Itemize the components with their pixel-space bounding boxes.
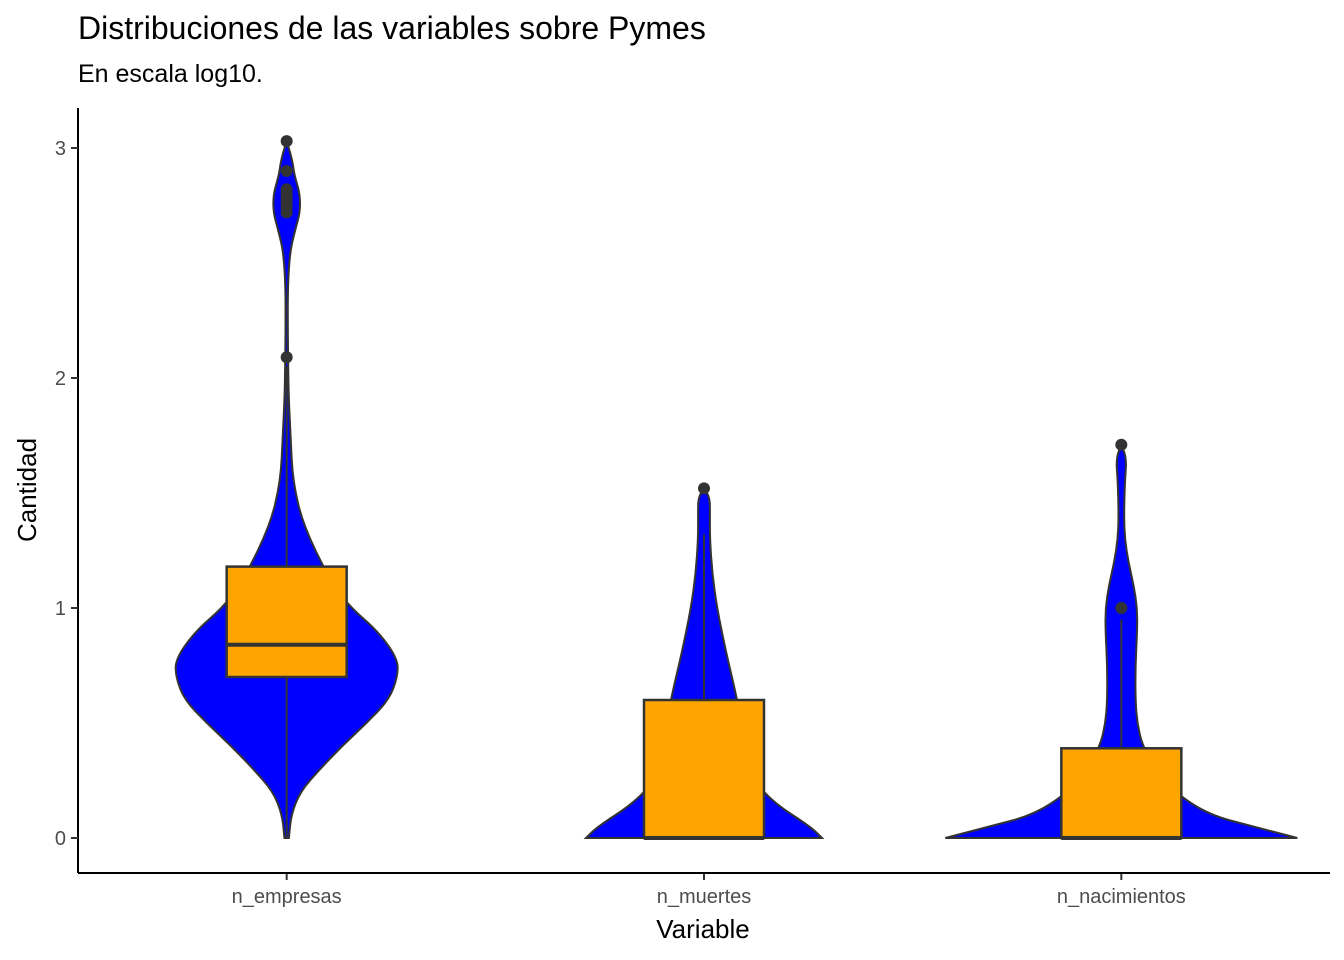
x-axis-title: Variable [656, 914, 749, 944]
outlier-point-n_empresas-7 [280, 165, 293, 177]
outlier-point-n_muertes-0 [698, 482, 710, 495]
outlier-point-n_nacimientos-0 [1115, 602, 1128, 614]
y-tick-label-3: 3 [55, 138, 66, 160]
x-tick-label-n_nacimientos: n_nacimientos [1057, 886, 1186, 908]
chart-title: Distribuciones de las variables sobre Py… [78, 10, 706, 46]
box-n_nacimientos [1060, 747, 1183, 840]
x-tick-label-n_empresas: n_empresas [232, 886, 342, 908]
boxplots-layer [225, 366, 1183, 840]
outlier-point-n_empresas-6 [280, 183, 293, 196]
chart-subtitle: En escala log10. [78, 60, 263, 88]
axes-layer: n_empresas n_muertes n_nacimientos 0 1 2 3 [55, 108, 1330, 908]
outlier-point-n_empresas-8 [280, 135, 293, 148]
box-n_empresas [225, 565, 348, 679]
outlier-point-n_empresas-0 [280, 351, 293, 364]
y-tick-label-2: 2 [55, 368, 66, 390]
outliers-layer [280, 135, 1128, 614]
box-n_muertes [642, 698, 766, 840]
x-tick-label-n_muertes: n_muertes [657, 886, 752, 908]
y-tick-label-0: 0 [55, 828, 66, 850]
y-axis-title: Cantidad [12, 438, 42, 542]
outlier-point-n_nacimientos-1 [1115, 438, 1128, 451]
y-tick-label-1: 1 [55, 598, 66, 620]
